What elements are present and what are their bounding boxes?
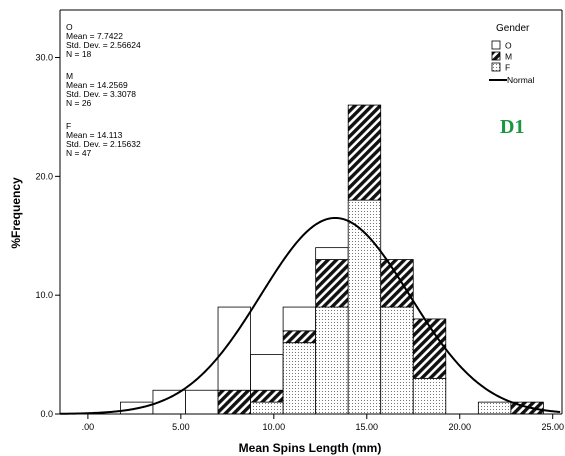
bar-f-bin-8 bbox=[380, 306, 414, 415]
stats-o-n: N = 18 bbox=[66, 49, 92, 59]
stats-m-n: N = 26 bbox=[66, 98, 92, 108]
stats-o-group: O bbox=[66, 22, 73, 32]
stats-f-group: F bbox=[66, 121, 71, 131]
stats-f-n: N = 47 bbox=[66, 148, 92, 158]
stats-o-mean: Mean = 7.7422 bbox=[66, 31, 123, 41]
legend-swatch-o bbox=[491, 40, 501, 50]
legend-swatch-m bbox=[491, 51, 501, 61]
bar-f-bin-5 bbox=[282, 342, 317, 415]
stats-f-sd: Std. Dev. = 2.15632 bbox=[66, 139, 141, 149]
stats-m-mean: Mean = 14.2569 bbox=[66, 80, 128, 90]
legend-title: Gender bbox=[496, 23, 530, 34]
annotation-label: D1 bbox=[500, 116, 524, 138]
legend-label-f: F bbox=[505, 63, 510, 73]
bar-m-bin-4 bbox=[250, 389, 284, 403]
x-tick-label: .00 bbox=[82, 422, 95, 432]
stats-m-sd: Std. Dev. = 3.3078 bbox=[66, 89, 136, 99]
bar-m-bin-7 bbox=[347, 104, 382, 201]
bar-f-bin-10 bbox=[477, 401, 512, 415]
bar-o-bin-4 bbox=[250, 354, 284, 391]
y-ticks: 0.0 10.0 20.0 30.0 bbox=[35, 53, 60, 419]
bar-m-bin-6 bbox=[315, 259, 349, 308]
bar-f-bin-9 bbox=[412, 377, 447, 415]
x-tick-label: 5.00 bbox=[172, 422, 190, 432]
x-tick-label: 10.00 bbox=[263, 422, 286, 432]
legend-swatch-f bbox=[491, 62, 501, 72]
y-tick-label: 10.0 bbox=[35, 290, 53, 300]
legend-label-o: O bbox=[505, 41, 512, 51]
legend-label-normal: Normal bbox=[507, 75, 535, 85]
bar-m-bin-8 bbox=[380, 259, 414, 308]
stats-f-mean: Mean = 14.113 bbox=[66, 130, 123, 140]
bar-f-bin-6 bbox=[315, 306, 349, 415]
bar-m-bin-3 bbox=[217, 389, 251, 415]
stats-o-sd: Std. Dev. = 2.56624 bbox=[66, 40, 141, 50]
x-tick-label: 20.00 bbox=[448, 422, 471, 432]
y-tick-label: 20.0 bbox=[35, 171, 53, 181]
bars-layer bbox=[120, 104, 544, 415]
x-tick-label: 15.00 bbox=[356, 422, 379, 432]
x-ticks: .00 5.00 10.00 15.00 20.00 25.00 bbox=[82, 414, 564, 432]
x-axis-title: Mean Spins Length (mm) bbox=[239, 441, 382, 455]
stats-block: O Mean = 7.7422 Std. Dev. = 2.56624 N = … bbox=[66, 22, 141, 158]
y-tick-label: 0.0 bbox=[40, 409, 53, 419]
stats-m-group: M bbox=[66, 71, 73, 81]
normal-curve bbox=[59, 216, 561, 415]
x-tick-label: 25.00 bbox=[541, 422, 564, 432]
y-axis-title: %Frequency bbox=[9, 177, 23, 249]
bar-f-bin-4 bbox=[250, 401, 284, 415]
legend-label-m: M bbox=[505, 52, 512, 62]
bar-f-bin-7 bbox=[347, 199, 382, 415]
bar-o-bin-2 bbox=[185, 389, 219, 415]
bar-m-bin-5 bbox=[282, 330, 317, 344]
bar-o-bin-6 bbox=[315, 247, 349, 260]
bar-o-bin-5 bbox=[282, 306, 317, 332]
legend: Gender O M F Normal bbox=[489, 23, 535, 85]
y-tick-label: 30.0 bbox=[35, 53, 53, 63]
